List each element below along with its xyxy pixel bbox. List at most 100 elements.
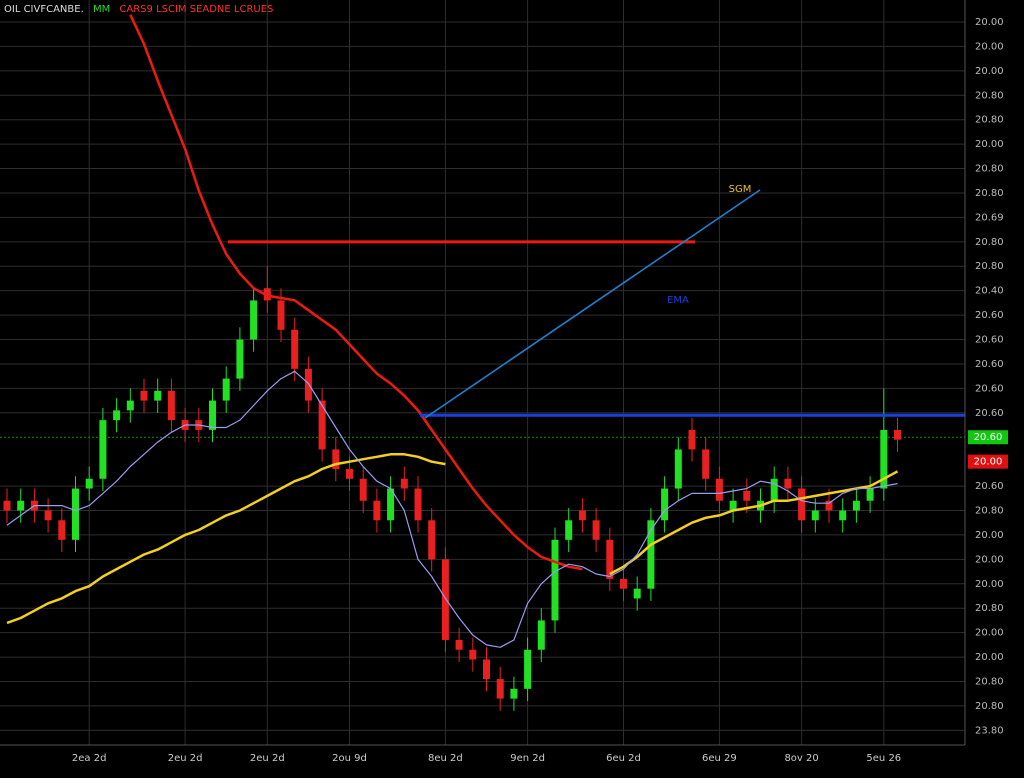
candle-body [798, 488, 806, 521]
y-tick-label: 20.80 [975, 115, 1004, 126]
y-tick-label: 20.00 [975, 66, 1004, 77]
candle-body [222, 378, 230, 401]
candle-body [524, 649, 532, 689]
y-tick-label: 20.00 [975, 652, 1004, 663]
y-tick-label: 20.00 [975, 17, 1004, 28]
x-tick-label: 5eu 26 [866, 753, 901, 764]
candle-body [866, 488, 874, 501]
y-tick-label: 20.40 [975, 286, 1004, 297]
candle-body [674, 449, 682, 489]
candle-body [770, 478, 778, 501]
candle-body [592, 520, 600, 540]
candle-body [359, 478, 367, 501]
candle-body [346, 468, 353, 479]
candle-body [880, 429, 888, 489]
candle-body [483, 659, 490, 680]
candle-body [825, 500, 833, 511]
x-tick-label: 6eu 29 [702, 753, 737, 764]
y-tick-label: 20.60 [975, 359, 1004, 370]
y-tick-label: 23.80 [975, 725, 1004, 736]
x-tick-label: 2eu 2d [250, 753, 285, 764]
x-tick-label: 2ea 2d [72, 753, 107, 764]
y-tick-label: 20.80 [975, 701, 1004, 712]
indicator-line [129, 14, 583, 571]
candle-body [167, 390, 175, 421]
candle-body [85, 478, 93, 489]
candle-body [387, 488, 395, 521]
candle-body [304, 368, 312, 401]
candle-body [58, 520, 66, 540]
candle-body [510, 688, 518, 699]
candle-body [72, 488, 79, 540]
title-part: CARS9 LSCIM SEADNE LCRUES [119, 4, 273, 15]
plot [3, 14, 965, 711]
y-tick-label: 20.80 [975, 676, 1004, 687]
y-tick-label: 20.00 [975, 554, 1004, 565]
y-tick-label: 20.60 [975, 408, 1004, 419]
candle-body [441, 559, 449, 640]
trend-line [424, 189, 761, 419]
x-tick-label: 8eu 2d [428, 753, 463, 764]
candle-body [455, 639, 463, 650]
y-tick-label: 20.00 [975, 139, 1004, 150]
y-tick-label: 20.80 [975, 90, 1004, 101]
candle-body [44, 510, 52, 521]
candle-body [209, 400, 216, 430]
candle-body [400, 478, 408, 489]
indicator-line [6, 453, 899, 625]
annotation: SGM [729, 184, 752, 195]
candle-body [318, 400, 326, 450]
y-tick-label: 20.80 [975, 261, 1004, 272]
candle-body [852, 500, 860, 511]
y-tick-label: 20.80 [975, 506, 1004, 517]
chart-title: OIL CIVFCANBE. MM CARS9 LSCIM SEADNE LCR… [4, 4, 273, 15]
candle-body [620, 578, 627, 589]
price-badge [968, 454, 1008, 469]
candle-body [784, 478, 792, 489]
candle-body [715, 478, 723, 501]
price-badge [968, 430, 1008, 445]
y-tick-label: 20.60 [975, 335, 1004, 346]
candle-body [551, 539, 559, 621]
candle-body [250, 300, 258, 340]
y-tick-label: 20.60 [975, 383, 1004, 394]
candle-body [469, 649, 477, 660]
candle-body [373, 500, 381, 521]
candle-body [839, 510, 847, 521]
candle-body [17, 500, 25, 511]
candle-body [688, 429, 696, 450]
price-badge-label: 20.60 [974, 432, 1003, 443]
y-tick-label: 20.69 [975, 212, 1004, 223]
candle-body [702, 449, 710, 479]
candle-body [633, 588, 641, 599]
title-part: OIL CIVFCANBE. [4, 4, 84, 15]
y-tick-label: 20.80 [975, 188, 1004, 199]
candle-body [606, 539, 614, 579]
indicator-line [6, 370, 898, 648]
candle-body [894, 429, 901, 440]
x-tick-label: 6eu 2d [606, 753, 641, 764]
candle-body [537, 620, 545, 650]
x-tick-label: 2eu 2d [168, 753, 203, 764]
y-tick-label: 20.00 [975, 628, 1004, 639]
x-tick-label: 8ov 20 [784, 753, 818, 764]
y-tick-label: 20.80 [975, 164, 1004, 175]
candle-body [236, 339, 244, 379]
candle-body [140, 390, 148, 401]
x-tick-label: 2ou 9d [332, 753, 367, 764]
candle-body [496, 679, 504, 699]
y-tick-label: 20.80 [975, 603, 1004, 614]
y-tick-label: 20.00 [975, 530, 1004, 541]
grid [0, 0, 965, 745]
candle-body [811, 510, 819, 521]
candle-body [743, 490, 751, 501]
candle-body [291, 329, 299, 369]
candle-body [277, 300, 285, 330]
candle-body [126, 400, 134, 411]
candle-body [99, 420, 107, 479]
candle-body [578, 510, 586, 521]
candle-body [154, 390, 162, 401]
y-tick-label: 20.60 [975, 481, 1004, 492]
